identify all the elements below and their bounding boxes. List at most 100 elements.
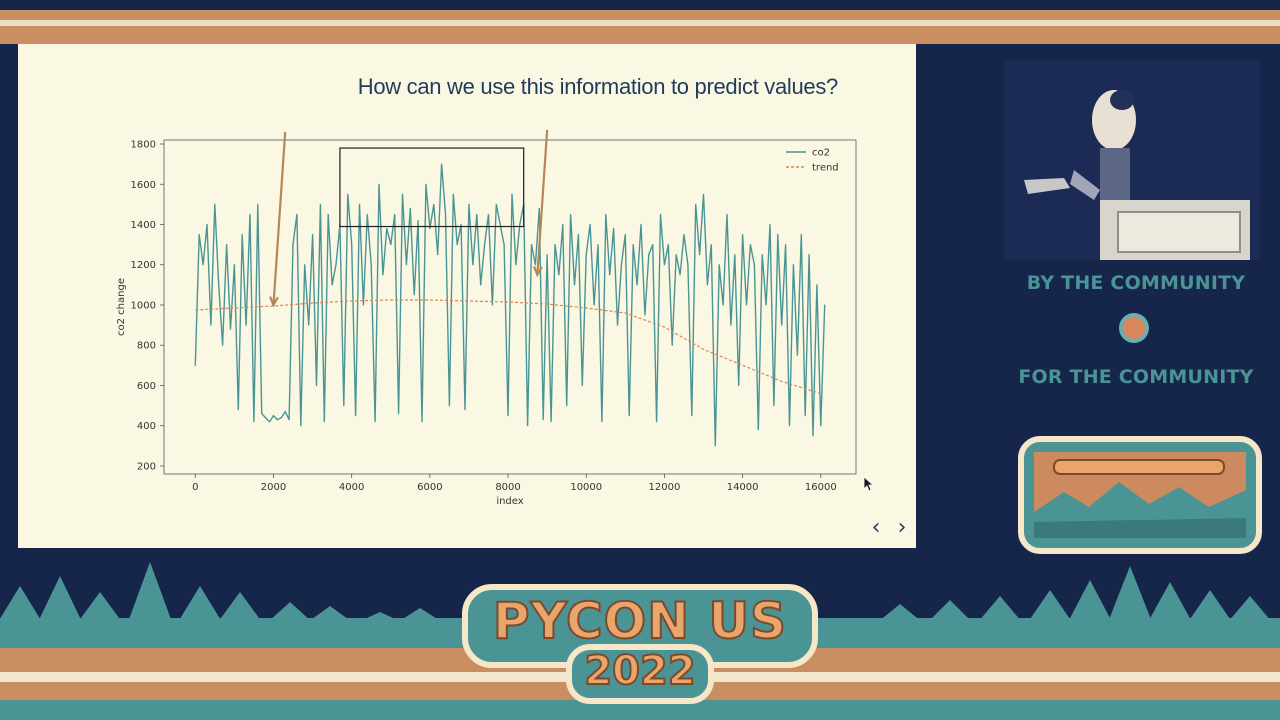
data-point-co2	[577, 233, 580, 236]
mountain-emblem-icon	[1034, 452, 1246, 538]
pine-tree-icon	[358, 612, 402, 622]
data-point-co2	[405, 264, 407, 266]
data-point-co2	[710, 244, 712, 246]
data-point-co2	[390, 244, 392, 246]
pine-tree-icon	[398, 608, 442, 622]
data-point-co2	[687, 264, 689, 266]
data-point-co2	[640, 223, 642, 226]
data-point-co2	[788, 425, 791, 427]
data-point-co2	[679, 274, 681, 276]
data-point-co2	[581, 384, 583, 387]
data-point-co2	[487, 213, 490, 216]
pine-tree-icon	[1108, 566, 1152, 622]
data-point-co2	[550, 421, 552, 423]
data-point-co2	[796, 354, 798, 356]
data-point-co2	[605, 213, 607, 216]
data-point-co2	[421, 421, 423, 423]
data-point-co2	[351, 244, 353, 246]
divider-dot	[1119, 313, 1149, 343]
plot-frame	[163, 139, 857, 475]
x-tick-label: 14000	[727, 482, 759, 493]
data-point-co2	[308, 324, 310, 326]
tagline-for-community: FOR THE COMMUNITY	[1018, 366, 1254, 388]
x-axis-label: index	[496, 496, 523, 507]
data-point-co2	[433, 203, 435, 205]
data-point-co2	[448, 404, 451, 407]
data-point-co2	[558, 274, 560, 276]
data-point-co2	[483, 244, 486, 246]
data-point-co2	[546, 254, 548, 256]
data-point-co2	[378, 183, 380, 185]
data-point-co2	[652, 244, 654, 246]
pine-tree-icon	[878, 604, 922, 622]
data-point-co2	[284, 411, 286, 413]
chevron-right-icon[interactable]: ›	[897, 515, 907, 540]
data-point-co2	[476, 213, 478, 216]
data-point-co2	[382, 274, 384, 276]
data-point-co2	[265, 417, 267, 419]
data-point-co2	[499, 223, 501, 226]
data-point-co2	[624, 233, 626, 236]
data-point-co2	[413, 294, 415, 296]
data-point-co2	[503, 244, 505, 246]
data-point-co2	[319, 203, 321, 205]
data-point-co2	[808, 254, 810, 256]
data-point-co2	[566, 404, 568, 407]
data-point-co2	[526, 425, 529, 427]
data-point-co2	[425, 183, 427, 185]
data-point-co2	[569, 213, 572, 216]
data-point-co2	[628, 415, 630, 417]
data-point-co2	[585, 254, 587, 256]
data-point-co2	[358, 203, 361, 205]
data-point-co2	[347, 193, 349, 195]
data-point-co2	[409, 207, 411, 210]
data-point-co2	[511, 193, 513, 195]
data-point-co2	[468, 203, 470, 205]
data-point-co2	[675, 254, 677, 256]
data-point-co2	[257, 203, 259, 205]
pine-tree-icon	[268, 602, 312, 622]
event-year: 2022	[583, 647, 696, 695]
tagline-by-community: BY THE COMMUNITY	[1026, 272, 1246, 294]
data-point-co2	[386, 227, 388, 230]
data-point-co2	[757, 429, 759, 431]
data-point-co2	[609, 274, 611, 276]
data-point-co2	[304, 264, 306, 266]
badge-emblem	[1034, 452, 1246, 538]
header-stripe	[0, 10, 1280, 44]
data-point-co2	[742, 233, 744, 236]
data-point-co2	[648, 254, 650, 256]
data-point-co2	[777, 233, 779, 236]
speaker-silhouette	[1004, 60, 1260, 260]
data-point-co2	[296, 213, 298, 216]
series-line-trend	[195, 299, 821, 395]
y-tick-label: 600	[137, 381, 156, 392]
data-point-co2	[362, 304, 364, 306]
data-point-co2	[417, 219, 419, 222]
x-tick-label: 16000	[805, 482, 837, 493]
data-point-co2	[491, 304, 494, 306]
data-point-co2	[229, 328, 232, 330]
data-point-co2	[218, 284, 220, 286]
data-point-co2	[370, 264, 372, 266]
data-point-co2	[613, 227, 615, 230]
data-point-co2	[597, 244, 599, 246]
chevron-left-icon[interactable]: ‹	[871, 515, 881, 540]
data-point-co2	[401, 193, 404, 195]
y-tick-label: 1000	[131, 300, 156, 311]
data-point-co2	[194, 364, 196, 366]
event-name: PYCON US	[492, 591, 788, 651]
data-point-co2	[824, 304, 826, 306]
y-tick-label: 1200	[131, 260, 156, 271]
legend-label-co2: co2	[812, 148, 830, 159]
data-point-co2	[761, 254, 763, 256]
data-point-co2	[276, 419, 278, 421]
data-point-co2	[397, 413, 400, 415]
data-point-co2	[726, 213, 728, 216]
data-point-co2	[249, 213, 251, 216]
data-point-co2	[699, 254, 701, 256]
x-tick-label: 6000	[417, 482, 442, 493]
data-point-co2	[812, 435, 814, 437]
presentation-slide: How can we use this information to predi…	[18, 44, 916, 548]
y-tick-label: 1600	[131, 180, 156, 191]
